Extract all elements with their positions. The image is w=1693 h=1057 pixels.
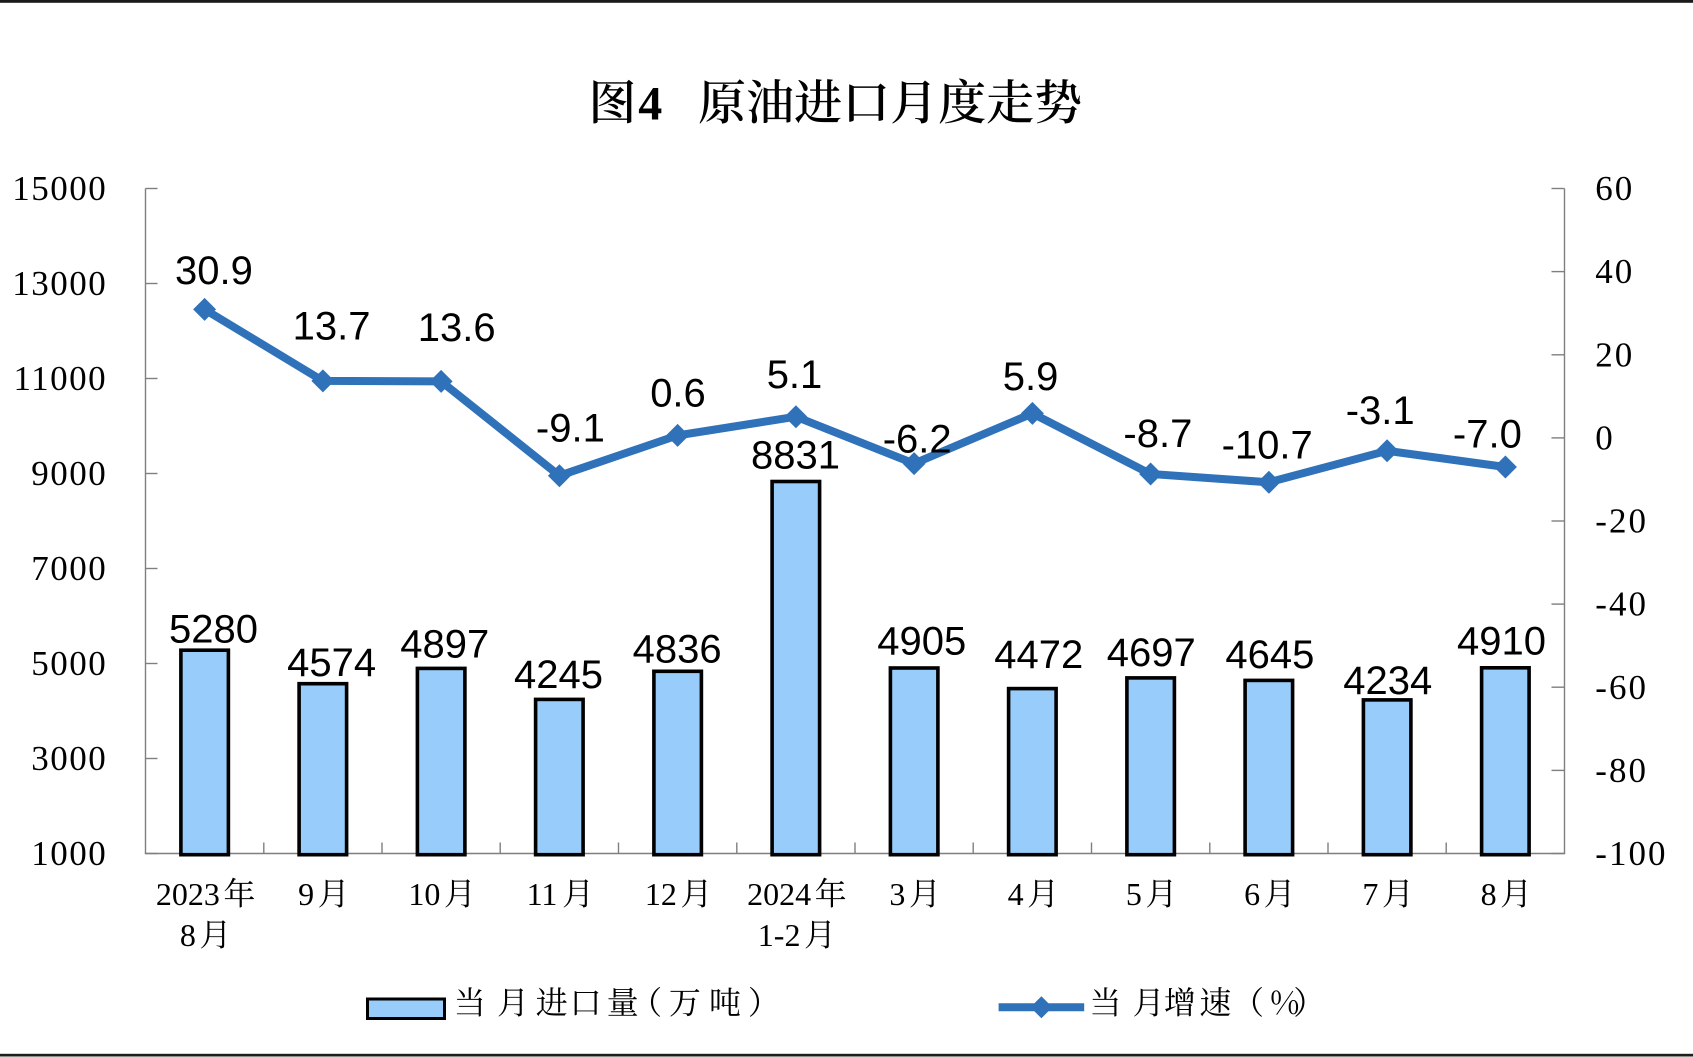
svg-text:4472: 4472 xyxy=(994,633,1083,677)
svg-text:4245: 4245 xyxy=(514,653,603,697)
svg-text:11: 11 xyxy=(527,876,558,912)
svg-text:-20: -20 xyxy=(1595,502,1648,541)
svg-text:-40: -40 xyxy=(1595,585,1648,624)
svg-text:1-2: 1-2 xyxy=(758,917,801,953)
svg-text:-3.1: -3.1 xyxy=(1346,389,1415,433)
svg-text:5280: 5280 xyxy=(169,608,258,652)
svg-text:4: 4 xyxy=(1008,876,1024,912)
svg-text:13.6: 13.6 xyxy=(418,306,496,350)
svg-text:13.7: 13.7 xyxy=(293,305,371,349)
svg-text:15000: 15000 xyxy=(12,169,107,208)
svg-text:2024: 2024 xyxy=(747,876,811,912)
svg-text:13000: 13000 xyxy=(12,264,107,303)
svg-text:0.6: 0.6 xyxy=(650,372,706,416)
svg-text:-7.0: -7.0 xyxy=(1453,413,1522,457)
svg-text:-80: -80 xyxy=(1595,751,1648,790)
svg-text:5: 5 xyxy=(1126,876,1142,912)
svg-text:-9.1: -9.1 xyxy=(536,407,605,451)
svg-text:4897: 4897 xyxy=(400,623,489,667)
svg-text:9: 9 xyxy=(298,876,314,912)
svg-text:4697: 4697 xyxy=(1107,631,1196,675)
svg-text:4905: 4905 xyxy=(877,620,966,664)
svg-text:10: 10 xyxy=(408,876,440,912)
svg-text:2023: 2023 xyxy=(156,876,220,912)
svg-text:30.9: 30.9 xyxy=(175,249,253,293)
svg-text:-6.2: -6.2 xyxy=(883,418,952,462)
svg-text:8831: 8831 xyxy=(751,434,840,478)
svg-text:6: 6 xyxy=(1244,876,1260,912)
svg-text:-10.7: -10.7 xyxy=(1222,424,1313,468)
svg-text:1000: 1000 xyxy=(31,834,107,873)
svg-text:4: 4 xyxy=(638,78,662,131)
svg-text:0: 0 xyxy=(1595,419,1615,458)
svg-text:5.1: 5.1 xyxy=(767,353,823,397)
svg-text:7: 7 xyxy=(1362,876,1378,912)
svg-text:12: 12 xyxy=(645,876,677,912)
svg-text:4234: 4234 xyxy=(1343,659,1432,703)
svg-text:60: 60 xyxy=(1595,169,1634,208)
svg-text:-8.7: -8.7 xyxy=(1123,412,1192,456)
svg-text:20: 20 xyxy=(1595,335,1634,374)
svg-text:40: 40 xyxy=(1595,252,1634,291)
svg-text:3000: 3000 xyxy=(31,739,107,778)
svg-text:-60: -60 xyxy=(1595,668,1648,707)
svg-text:9000: 9000 xyxy=(31,454,107,493)
svg-text:3: 3 xyxy=(889,876,905,912)
svg-text:4910: 4910 xyxy=(1457,620,1546,664)
svg-text:4836: 4836 xyxy=(633,628,722,672)
svg-text:8: 8 xyxy=(1481,876,1497,912)
svg-text:4574: 4574 xyxy=(287,641,376,685)
svg-text:-100: -100 xyxy=(1595,834,1667,873)
svg-text:5.9: 5.9 xyxy=(1003,355,1059,399)
svg-text:5000: 5000 xyxy=(31,644,107,683)
svg-text:8: 8 xyxy=(180,917,196,953)
svg-text:7000: 7000 xyxy=(31,549,107,588)
svg-text:11000: 11000 xyxy=(13,359,107,398)
svg-text:4645: 4645 xyxy=(1225,633,1314,677)
